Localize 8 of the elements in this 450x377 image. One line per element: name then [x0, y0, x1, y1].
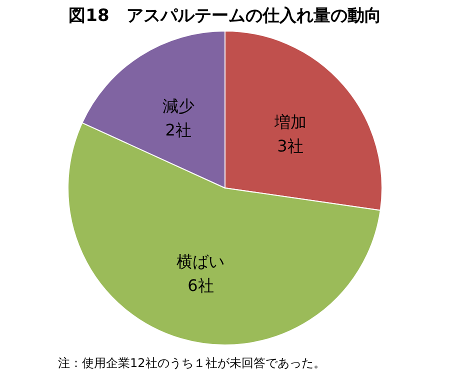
chart-title: 図18 アスパルテームの仕入れ量の動向 [68, 6, 382, 26]
slice-label: 横ばい [176, 252, 225, 271]
data-label: 3社 [277, 136, 304, 156]
data-label: 2社 [165, 120, 192, 140]
slice-label: 減少 [162, 96, 194, 116]
text: 注：使用企業12社のうち１社が未回答であった。 [58, 356, 326, 370]
slice-label: 増加 [273, 112, 306, 132]
data-label: 6社 [188, 276, 214, 295]
